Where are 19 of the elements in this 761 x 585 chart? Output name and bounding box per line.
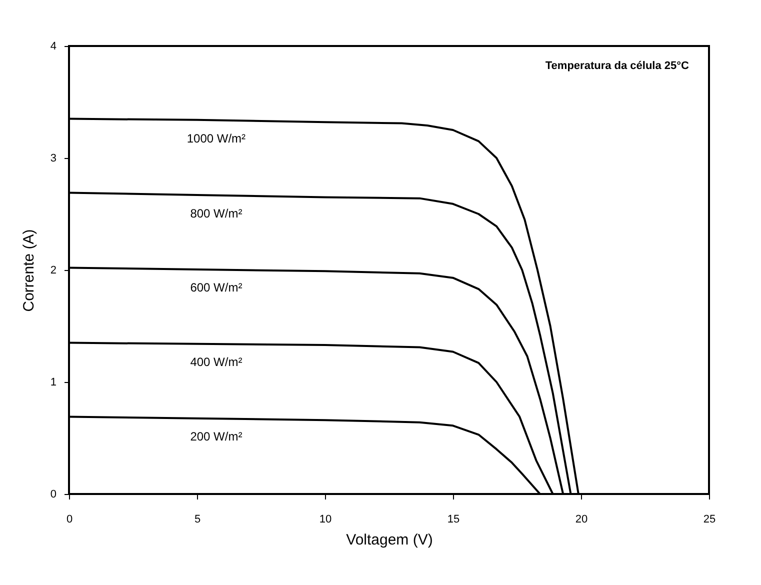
series-label: 400 W/m² [190,355,242,370]
x-tick-label: 20 [575,514,588,526]
x-axis-title: Voltagem (V) [346,532,433,548]
y-tick-label: 2 [50,264,56,276]
x-tick-label: 10 [319,514,332,526]
x-tick-label: 5 [194,514,201,526]
series-label: 1000 W/m² [186,131,246,146]
x-tick-label: 15 [447,514,460,526]
y-tick-label: 0 [50,488,56,500]
y-tick-label: 4 [50,40,56,52]
y-axis-title: Corrente (A) [20,229,38,312]
annotation: Temperatura da célula 25°C [545,60,690,72]
y-tick-label: 3 [50,152,56,164]
x-tick-label: 25 [703,514,716,526]
y-tick-label: 1 [50,376,56,388]
series-label: 800 W/m² [190,206,242,220]
series-label: 200 W/m² [190,430,242,444]
x-tick-label: 0 [66,514,73,526]
series-label: 600 W/m² [190,280,242,295]
